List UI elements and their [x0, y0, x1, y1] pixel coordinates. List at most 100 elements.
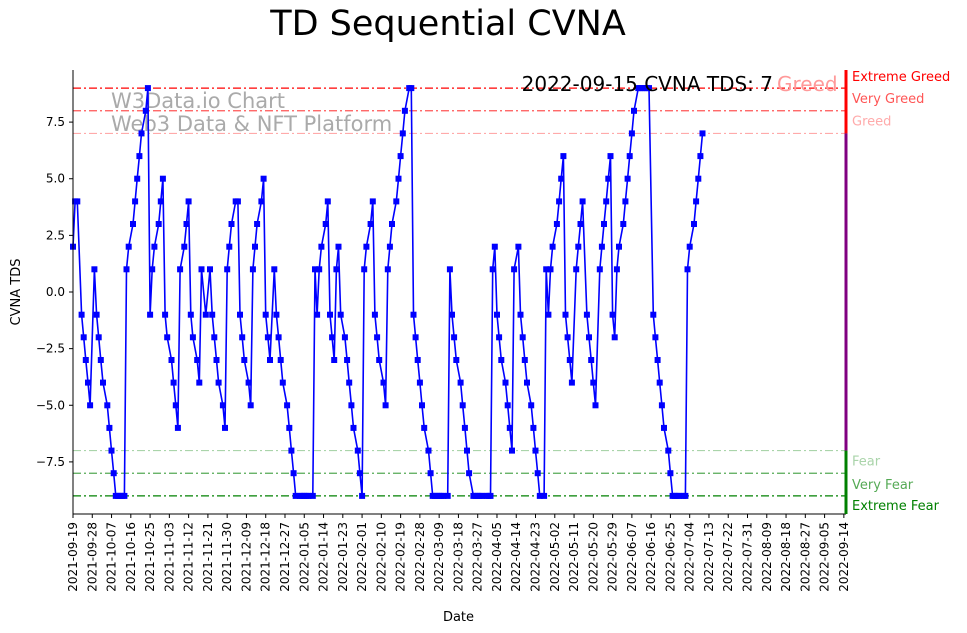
data-point-37 [162, 311, 169, 318]
data-point-80 [275, 334, 282, 341]
data-point-56 [213, 357, 220, 363]
data-point-33 [151, 243, 158, 250]
data-point-92 [305, 492, 312, 499]
data-point-221 [628, 130, 635, 137]
data-point-202 [583, 311, 590, 318]
data-point-156 [466, 470, 473, 477]
data-point-42 [174, 424, 181, 431]
data-point-204 [588, 357, 595, 363]
data-point-209 [601, 221, 607, 227]
data-point-58 [219, 402, 226, 409]
data-point-69 [247, 402, 254, 409]
data-point-21 [121, 492, 128, 499]
data-point-105 [337, 311, 344, 318]
data-point-73 [258, 198, 265, 205]
x-tick-label-31: 2022-06-25 [663, 522, 677, 592]
data-point-171 [504, 402, 511, 409]
data-point-38 [164, 334, 171, 341]
data-point-140 [427, 470, 434, 477]
data-point-35 [157, 198, 164, 205]
data-point-65 [237, 311, 243, 318]
data-point-52 [202, 311, 209, 318]
data-point-175 [515, 243, 522, 250]
annotation-status: Greed [777, 72, 838, 96]
data-point-29 [142, 107, 149, 114]
data-point-193 [560, 153, 567, 160]
data-point-133 [410, 311, 417, 318]
x-tick-label-15: 2022-02-01 [355, 522, 369, 592]
x-tick-label-12: 2022-01-05 [297, 522, 311, 592]
data-point-117 [369, 198, 376, 205]
data-point-210 [603, 198, 610, 205]
data-point-155 [464, 447, 470, 454]
x-tick-label-32: 2022-07-04 [683, 522, 697, 592]
data-point-165 [489, 266, 496, 273]
data-point-85 [288, 447, 295, 454]
data-point-216 [616, 243, 622, 250]
data-point-197 [568, 379, 575, 386]
data-point-122 [382, 402, 389, 409]
data-point-245 [691, 221, 697, 227]
data-point-54 [209, 311, 216, 318]
level-label-4: Very Fear [852, 478, 914, 493]
data-point-115 [363, 243, 370, 250]
data-point-138 [421, 424, 428, 431]
data-point-44 [181, 243, 188, 250]
data-point-203 [586, 334, 592, 341]
data-point-64 [234, 198, 241, 205]
data-point-244 [686, 243, 693, 250]
x-tick-label-37: 2022-08-18 [779, 522, 793, 592]
data-point-104 [335, 243, 342, 250]
data-point-207 [596, 266, 603, 273]
data-point-39 [168, 357, 175, 363]
data-point-46 [185, 198, 192, 205]
data-point-72 [254, 221, 261, 227]
data-point-167 [494, 311, 500, 318]
data-point-113 [359, 492, 366, 499]
x-tick-label-26: 2022-05-11 [567, 522, 581, 592]
data-point-27 [136, 153, 143, 160]
data-point-236 [667, 470, 674, 477]
data-point-126 [393, 198, 400, 205]
x-tick-label-2: 2021-10-07 [105, 522, 119, 592]
data-point-230 [652, 334, 659, 341]
x-tick-label-24: 2022-04-23 [529, 522, 543, 592]
data-point-108 [346, 379, 353, 386]
data-point-246 [693, 198, 700, 205]
data-point-215 [613, 266, 620, 273]
data-point-218 [622, 198, 629, 205]
data-point-67 [241, 357, 248, 363]
data-point-23 [125, 243, 132, 250]
x-tick-label-36: 2022-08-09 [760, 522, 774, 592]
data-point-101 [329, 334, 336, 341]
data-point-179 [524, 379, 530, 386]
data-point-164 [487, 492, 494, 499]
data-point-71 [252, 243, 258, 250]
data-point-107 [344, 357, 351, 363]
data-point-28 [138, 130, 145, 137]
data-point-200 [577, 221, 584, 227]
data-point-12 [100, 379, 106, 386]
data-point-195 [564, 334, 571, 341]
x-tick-label-25: 2022-05-02 [548, 522, 562, 592]
x-tick-label-29: 2022-06-07 [625, 522, 639, 592]
data-point-3 [78, 311, 85, 318]
data-point-150 [451, 334, 458, 341]
x-tick-label-1: 2021-09-28 [85, 522, 99, 592]
x-tick-label-40: 2022-09-14 [837, 522, 851, 592]
data-point-240 [676, 492, 682, 499]
data-point-111 [354, 447, 361, 454]
x-tick-label-38: 2022-08-27 [798, 522, 812, 592]
chart-title: TD Sequential CVNA [270, 4, 626, 44]
annotation-label: 2022-09-15 CVNA TDS: 7 [522, 72, 773, 96]
data-point-219 [624, 175, 631, 182]
y-axis-label: CVNA TDS [9, 259, 24, 326]
data-point-123 [384, 266, 391, 273]
data-point-81 [277, 357, 284, 363]
data-point-45 [183, 221, 190, 227]
data-point-135 [414, 357, 421, 363]
data-point-186 [543, 266, 550, 273]
x-tick-label-6: 2021-11-12 [182, 522, 196, 592]
data-point-106 [341, 334, 348, 341]
y-tick-label-3: 0.0 [46, 285, 65, 299]
